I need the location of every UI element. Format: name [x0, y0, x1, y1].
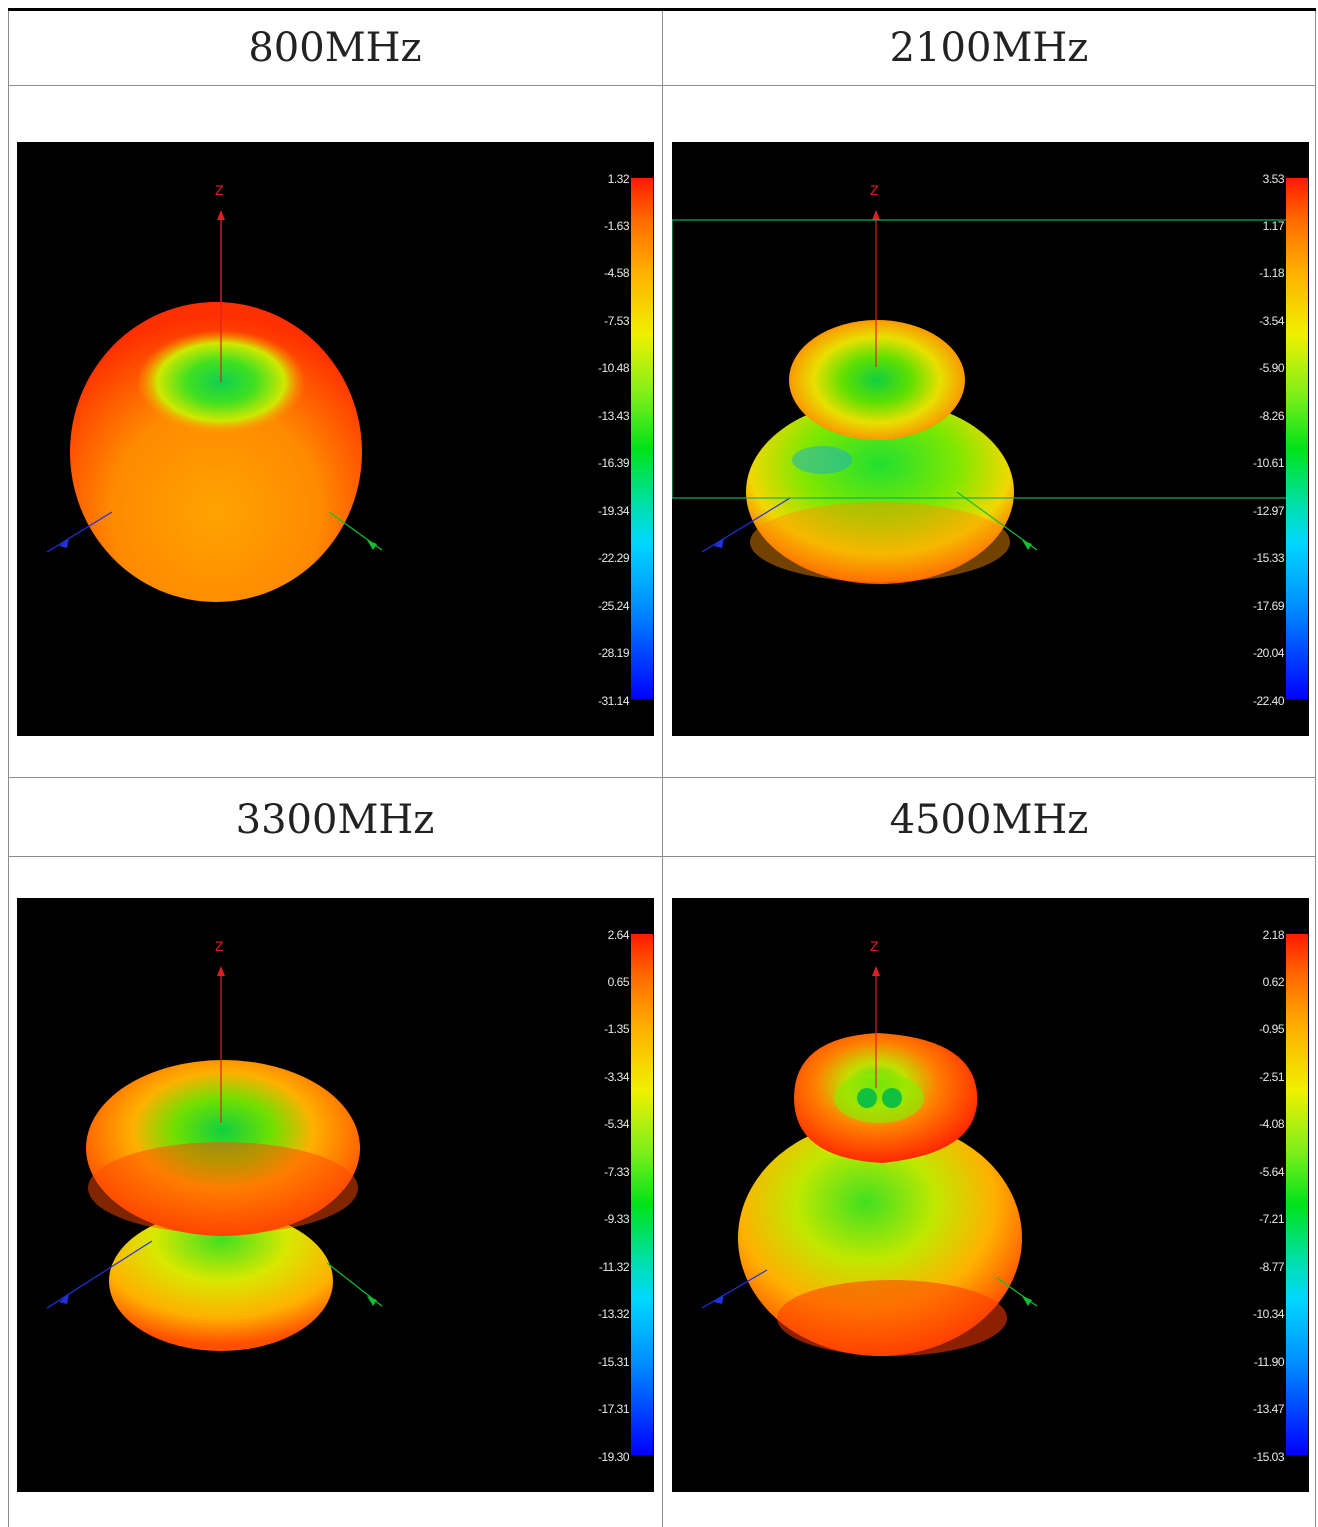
- color-scale-bar: [631, 934, 653, 1455]
- scale-label: 0.65: [607, 975, 630, 989]
- scale-label: -5.90: [1259, 361, 1284, 375]
- scale-label: -5.64: [1259, 1165, 1284, 1179]
- scale-label: -7.33: [604, 1165, 629, 1179]
- scale-label: -13.43: [597, 409, 630, 423]
- scale-label: -4.08: [1259, 1117, 1284, 1131]
- scale-label: 0.62: [1262, 975, 1285, 989]
- scale-label: -7.21: [1259, 1212, 1284, 1226]
- z-axis-label: Z: [870, 938, 879, 954]
- scale-label: -4.58: [604, 266, 629, 280]
- z-axis-label: Z: [215, 938, 224, 954]
- scale-label: 1.32: [607, 172, 630, 186]
- radiation-pattern-800mhz: 1.32 -1.63 -4.58 -7.53 -10.48 -13.43 -16…: [17, 142, 654, 736]
- scale-label: -17.31: [597, 1402, 630, 1416]
- scale-label: -1.63: [604, 219, 629, 233]
- scale-label: 2.18: [1262, 928, 1285, 942]
- scale-label: -3.54: [1259, 314, 1284, 328]
- scale-label: -11.32: [598, 1260, 630, 1274]
- scale-label: -8.77: [1259, 1260, 1284, 1274]
- scale-label: 1.17: [1262, 219, 1285, 233]
- pattern-table: 800MHz 2100MHz 3300MHz 4500MHz: [8, 8, 1316, 1527]
- scale-label: -19.30: [597, 1450, 630, 1464]
- scale-label: -22.29: [597, 551, 630, 565]
- pattern-graphic-800mhz: [46, 210, 383, 602]
- scale-label: -16.39: [597, 456, 630, 470]
- scale-label: -22.40: [1252, 694, 1285, 708]
- scale-label: -11.90: [1253, 1355, 1285, 1369]
- scale-label: -12.97: [1252, 504, 1285, 518]
- scale-label: -13.47: [1252, 1402, 1285, 1416]
- pattern-graphic-2100mhz: [672, 210, 1307, 584]
- scale-label: -1.18: [1259, 266, 1284, 280]
- scale-label: -28.19: [597, 646, 630, 660]
- table-border-right: [1315, 11, 1316, 1527]
- scale-label: -15.33: [1252, 551, 1285, 565]
- scale-label: -15.03: [1252, 1450, 1285, 1464]
- cell-title-3300mhz: 3300MHz: [235, 797, 435, 843]
- color-scale-bar: [1286, 934, 1308, 1455]
- z-axis-label: Z: [870, 182, 879, 198]
- table-divider-h2: [8, 777, 1316, 778]
- scale-label: -19.34: [597, 504, 630, 518]
- scale-label: -0.95: [1259, 1022, 1284, 1036]
- pattern-graphic-3300mhz: [46, 966, 383, 1351]
- scale-label: -10.61: [1252, 456, 1285, 470]
- scale-label: -10.48: [597, 361, 630, 375]
- color-scale-bar: [631, 178, 653, 699]
- scale-label: 3.53: [1262, 172, 1285, 186]
- scale-label: -25.24: [597, 599, 630, 613]
- cell-title-800mhz: 800MHz: [248, 25, 422, 71]
- table-border-left: [8, 11, 9, 1527]
- table-divider-h3: [8, 856, 1316, 857]
- scale-label: -3.34: [604, 1070, 629, 1084]
- color-scale-bar: [1286, 178, 1308, 699]
- scale-label: -13.32: [597, 1307, 630, 1321]
- scale-label: -9.33: [604, 1212, 629, 1226]
- radiation-pattern-3300mhz: 2.64 0.65 -1.35 -3.34 -5.34 -7.33 -9.33 …: [17, 898, 654, 1492]
- scale-label: -15.31: [597, 1355, 630, 1369]
- table-divider-vertical: [662, 11, 663, 1527]
- scale-label: -2.51: [1259, 1070, 1284, 1084]
- scale-label: -8.26: [1259, 409, 1284, 423]
- scale-label: 2.64: [607, 928, 630, 942]
- radiation-pattern-4500mhz: 2.18 0.62 -0.95 -2.51 -4.08 -5.64 -7.21 …: [672, 898, 1309, 1492]
- pattern-graphic-4500mhz: [701, 966, 1038, 1356]
- scale-label: -10.34: [1252, 1307, 1285, 1321]
- z-axis-label: Z: [215, 182, 224, 198]
- cell-title-2100mhz: 2100MHz: [889, 25, 1089, 71]
- scale-label: -17.69: [1252, 599, 1285, 613]
- scale-label: -5.34: [604, 1117, 629, 1131]
- radiation-pattern-2100mhz: 3.53 1.17 -1.18 -3.54 -5.90 -8.26 -10.61…: [672, 142, 1309, 736]
- table-divider-h1: [8, 85, 1316, 86]
- scale-label: -31.14: [597, 694, 630, 708]
- cell-title-4500mhz: 4500MHz: [889, 797, 1089, 843]
- scale-label: -1.35: [604, 1022, 629, 1036]
- scale-label: -7.53: [604, 314, 629, 328]
- scale-label: -20.04: [1252, 646, 1285, 660]
